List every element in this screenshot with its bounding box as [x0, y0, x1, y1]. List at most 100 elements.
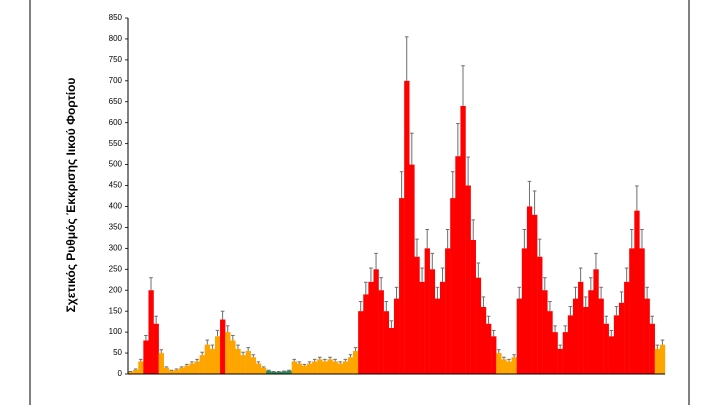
bar [291, 361, 297, 374]
bar [168, 370, 175, 374]
bar [603, 323, 609, 374]
bar [358, 311, 364, 374]
bar [644, 298, 650, 374]
bar [128, 371, 134, 374]
bar [511, 357, 517, 374]
bar [204, 344, 211, 374]
bar [399, 198, 405, 374]
bar [409, 164, 415, 374]
bar [332, 361, 338, 374]
bar [327, 359, 333, 374]
bar [659, 344, 666, 374]
y-tick-label: 0 [118, 369, 123, 378]
y-tick-label: 450 [109, 181, 123, 190]
bar [255, 363, 262, 374]
bar [281, 371, 287, 374]
bar [593, 269, 599, 374]
bar [480, 306, 487, 374]
bar [220, 319, 226, 374]
bar [138, 361, 144, 374]
bar [245, 350, 251, 374]
bar [521, 248, 528, 374]
y-axis-label: Σχετικός Ρυθμός Έκκρισης Ιικού Φορτίου [64, 78, 78, 313]
bar [337, 363, 343, 374]
bar [158, 353, 164, 374]
bar [240, 355, 246, 374]
y-tick-label: 400 [109, 202, 123, 211]
bar [194, 361, 200, 374]
bar [368, 281, 374, 374]
bar [414, 256, 420, 374]
y-tick-label: 200 [109, 285, 123, 294]
bar [373, 269, 379, 374]
y-tick-label: 50 [113, 348, 122, 357]
bar [537, 256, 543, 374]
bar [506, 361, 512, 374]
bar [260, 367, 267, 374]
bar [501, 359, 507, 374]
y-tick-label: 100 [109, 327, 123, 336]
bar [342, 361, 349, 374]
bar [455, 156, 461, 374]
y-tick-label: 800 [109, 34, 123, 43]
bar [404, 80, 410, 374]
bar [317, 359, 323, 374]
bar [496, 353, 502, 374]
bar [276, 371, 282, 374]
bar [578, 281, 584, 374]
bar [153, 323, 159, 374]
bar [445, 248, 451, 374]
bar [133, 369, 139, 374]
bar [542, 290, 548, 374]
bar [613, 315, 620, 374]
bar [199, 355, 205, 374]
bar [230, 340, 236, 374]
y-tick-label: 350 [109, 223, 123, 232]
bar [419, 281, 425, 374]
bar [163, 367, 170, 374]
y-tick-label: 700 [109, 76, 123, 85]
y-tick-label: 300 [109, 243, 123, 252]
bar [286, 370, 292, 374]
bar [429, 269, 436, 374]
bar [388, 327, 395, 374]
y-tick-label: 600 [109, 118, 123, 127]
bar [179, 367, 185, 374]
bar [307, 363, 313, 374]
bar [225, 332, 231, 374]
bar [322, 361, 328, 374]
bar [588, 290, 594, 374]
bar [486, 323, 492, 374]
y-tick-label: 500 [109, 160, 123, 169]
y-tick-label: 850 [109, 13, 123, 22]
bar [465, 185, 471, 374]
bar [363, 294, 369, 374]
bar [552, 332, 558, 374]
bar [312, 361, 318, 374]
bar [184, 365, 190, 374]
y-tick-label: 750 [109, 55, 123, 64]
bar [654, 348, 661, 374]
bar [235, 348, 241, 374]
bar [475, 277, 482, 374]
bar [174, 369, 180, 374]
bar [562, 332, 569, 374]
bar [148, 290, 154, 374]
y-tick-label: 150 [109, 306, 123, 315]
bar [434, 298, 441, 374]
bar [353, 350, 359, 374]
bar [491, 336, 497, 374]
bar [296, 363, 303, 374]
bar [608, 336, 615, 374]
bar [557, 348, 563, 374]
bar [567, 315, 574, 374]
bar [639, 248, 645, 374]
bar [634, 210, 640, 374]
bar [266, 370, 272, 374]
bar [378, 290, 384, 374]
bar [143, 340, 149, 374]
bar [470, 239, 476, 374]
bar [532, 214, 538, 374]
bar [271, 371, 277, 374]
